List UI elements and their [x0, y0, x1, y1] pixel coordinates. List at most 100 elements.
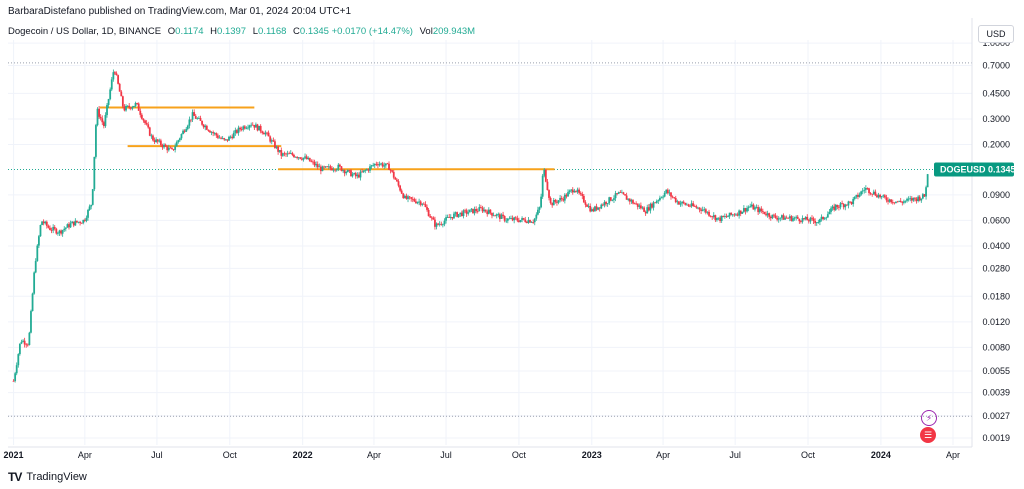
- candle-body: [140, 114, 143, 119]
- candle-body: [104, 115, 107, 127]
- candle-body: [91, 189, 94, 205]
- candle-body: [864, 188, 867, 190]
- candle-body: [79, 221, 81, 223]
- candle-body: [462, 210, 465, 217]
- candle-body: [540, 196, 542, 208]
- brand-name[interactable]: TradingView: [26, 471, 87, 483]
- candle-body: [700, 209, 702, 211]
- candle-body: [567, 192, 569, 197]
- candle-body: [372, 165, 375, 167]
- price-badge: [934, 162, 1014, 177]
- symbol-name[interactable]: Dogecoin / US Dollar, 1D, BINANCE: [8, 26, 162, 37]
- candle-body: [232, 132, 235, 139]
- candle-body: [307, 157, 310, 160]
- candle-body: [324, 166, 327, 168]
- candle-body: [681, 201, 683, 204]
- candle-body: [337, 164, 340, 170]
- candle-body: [632, 200, 634, 204]
- candle-body: [901, 202, 904, 203]
- candle-body: [348, 169, 351, 171]
- candle-body: [857, 194, 859, 197]
- candle-body: [191, 112, 194, 120]
- candle-body: [47, 225, 50, 228]
- candle-body: [883, 195, 886, 198]
- candle-body: [654, 202, 657, 204]
- candle-body: [491, 212, 493, 216]
- candle-body: [505, 220, 508, 222]
- candle-body: [476, 211, 479, 212]
- candle-body: [665, 189, 668, 193]
- candle-body: [548, 190, 550, 198]
- price-tick-label: 0.0019: [982, 433, 1010, 443]
- candle-body: [628, 198, 631, 202]
- candle-body: [582, 196, 585, 203]
- candle-body: [809, 217, 812, 222]
- candle-body: [415, 201, 417, 204]
- candle-body: [630, 200, 633, 202]
- candle-body: [25, 344, 28, 346]
- candle-body: [204, 125, 207, 128]
- candle-body: [925, 187, 927, 197]
- candle-body: [679, 203, 682, 205]
- candle-body: [887, 200, 889, 202]
- candle-body: [229, 136, 232, 138]
- high-label: H: [210, 26, 218, 37]
- candle-body: [845, 204, 848, 206]
- candle-body: [544, 169, 547, 182]
- candle-body: [411, 198, 414, 200]
- candle-body: [619, 192, 622, 193]
- time-tick-label: Jul: [729, 450, 741, 460]
- flag-icon[interactable]: ☰: [920, 427, 936, 443]
- time-tick-label: Apr: [656, 450, 670, 460]
- candle-body: [251, 124, 254, 126]
- candle-body: [150, 135, 153, 137]
- price-tick-label: 0.0400: [982, 241, 1010, 251]
- candle-body: [597, 207, 600, 210]
- candle-body: [96, 108, 99, 126]
- candle-body: [692, 203, 695, 206]
- candle-body: [440, 223, 443, 225]
- candle-body: [902, 201, 905, 203]
- candle-body: [470, 208, 473, 210]
- candle-body: [920, 198, 923, 201]
- time-tick-label: Oct: [801, 450, 816, 460]
- time-tick-label: Apr: [78, 450, 92, 460]
- candle-body: [524, 219, 527, 222]
- candle-body: [281, 153, 284, 156]
- candle-body: [41, 221, 43, 225]
- currency-button[interactable]: USD: [978, 25, 1014, 43]
- candle-body: [53, 227, 56, 229]
- candle-body: [521, 218, 523, 220]
- candle-body: [876, 195, 878, 198]
- candle-body: [289, 153, 292, 154]
- candle-body: [399, 185, 401, 191]
- candle-body: [581, 194, 584, 197]
- candle-body: [849, 201, 851, 203]
- candle-body: [785, 217, 788, 219]
- candle-body: [269, 136, 272, 142]
- candle-body: [17, 354, 20, 366]
- candle-body: [814, 220, 817, 224]
- candle-body: [101, 118, 104, 123]
- candle-body: [742, 208, 745, 212]
- candle-body: [655, 201, 658, 203]
- candle-body: [310, 161, 313, 163]
- candle-body: [82, 219, 85, 224]
- time-tick-label: Jul: [151, 450, 163, 460]
- candle-body: [587, 205, 590, 207]
- candle-body: [57, 232, 59, 234]
- candle-body: [603, 202, 606, 206]
- candle-body: [343, 170, 346, 174]
- candle-body: [698, 207, 701, 210]
- candle-body: [552, 200, 555, 206]
- candle-body: [907, 198, 910, 200]
- candle-body: [315, 164, 318, 166]
- candle-body: [381, 163, 384, 167]
- candle-body: [871, 193, 874, 195]
- candle-body: [888, 199, 891, 202]
- candle-body: [712, 215, 715, 217]
- candle-body: [730, 212, 733, 215]
- lightning-icon[interactable]: ⚡: [921, 410, 937, 426]
- candle-body: [847, 201, 850, 206]
